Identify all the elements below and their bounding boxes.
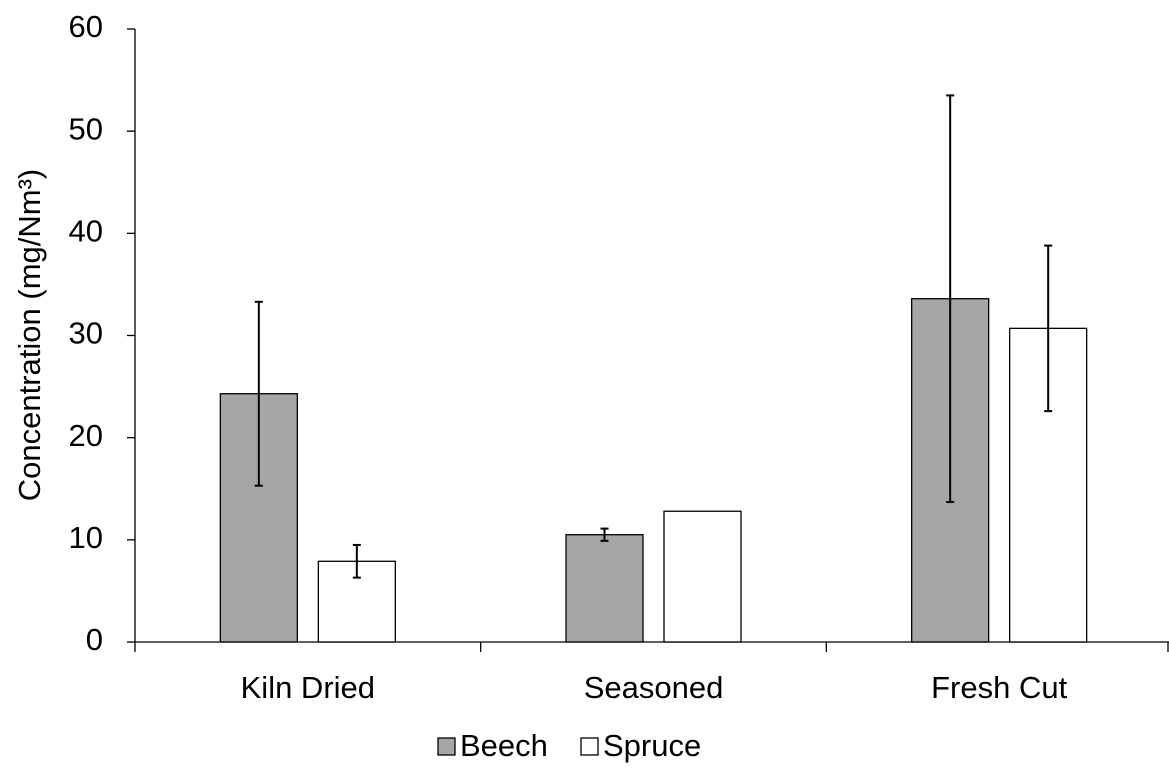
- y-tick-label: 0: [86, 622, 103, 657]
- error-bar: [600, 527, 609, 542]
- x-tick-label: Seasoned: [584, 670, 724, 705]
- y-tick-label: 50: [69, 111, 103, 146]
- y-tick-label: 40: [69, 214, 103, 249]
- y-tick-label: 30: [69, 316, 103, 351]
- bar: [565, 534, 644, 643]
- error-bar: [254, 300, 263, 487]
- legend-swatch: [437, 737, 456, 756]
- error-bar: [1044, 244, 1053, 413]
- legend-label: Spruce: [603, 728, 701, 763]
- y-axis-title: Concentration (mg/Nm³): [12, 169, 47, 501]
- error-bar: [352, 543, 361, 579]
- y-tick-label: 10: [69, 520, 103, 555]
- legend-label: Beech: [460, 728, 548, 763]
- error-bar: [946, 94, 955, 504]
- x-tick-label: Kiln Dried: [241, 670, 375, 705]
- x-tick-label: Fresh Cut: [931, 670, 1067, 705]
- bar: [663, 510, 742, 643]
- y-tick-label: 60: [69, 9, 103, 44]
- legend-swatch: [580, 737, 599, 756]
- y-tick-label: 20: [69, 418, 103, 453]
